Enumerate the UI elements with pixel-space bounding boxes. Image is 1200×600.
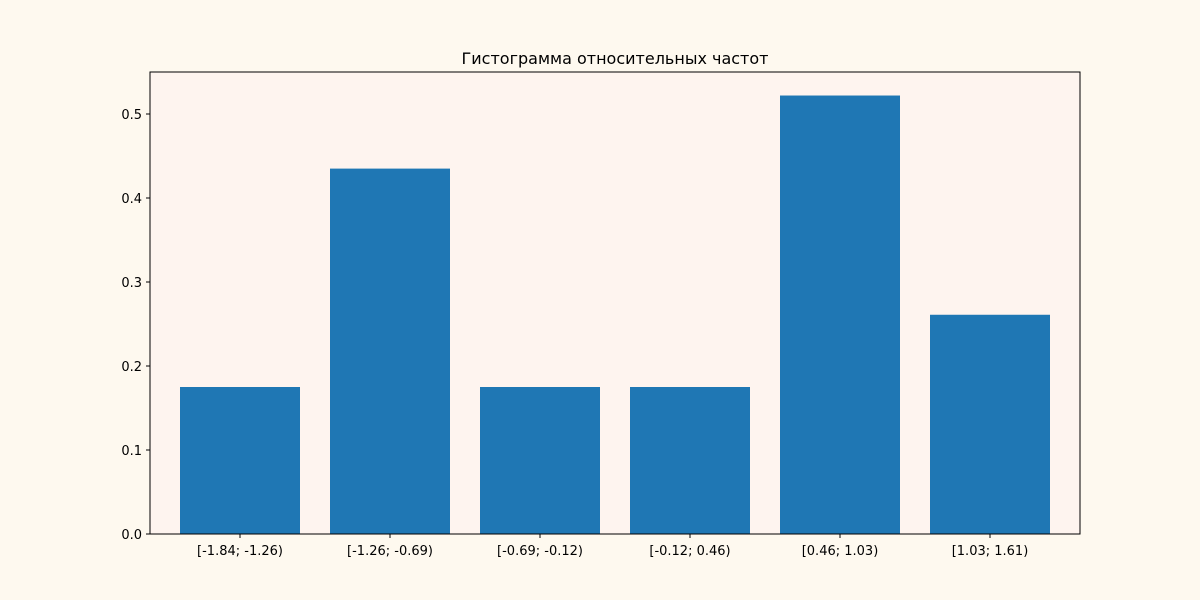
y-tick-label: 0.1 bbox=[121, 444, 142, 459]
x-tick-label: [-1.84; -1.26) bbox=[197, 544, 283, 559]
bar bbox=[330, 168, 450, 534]
bar bbox=[180, 387, 300, 534]
x-tick-label: [1.03; 1.61) bbox=[952, 544, 1029, 559]
plot-area bbox=[150, 72, 1080, 534]
y-tick-label: 0.5 bbox=[121, 108, 142, 123]
x-tick-label: [-1.26; -0.69) bbox=[347, 544, 433, 559]
y-tick-label: 0.2 bbox=[121, 360, 142, 375]
bar bbox=[480, 387, 600, 534]
y-tick-label: 0.3 bbox=[121, 276, 142, 291]
chart-title: Гистограмма относительных частот bbox=[462, 49, 769, 68]
x-axis-ticks: [-1.84; -1.26) [-1.26; -0.69) [-0.69; -0.1… bbox=[197, 534, 1028, 559]
y-tick-label: 0.4 bbox=[121, 192, 142, 207]
bar bbox=[780, 95, 900, 535]
x-tick-label: [-0.12; 0.46) bbox=[649, 544, 730, 559]
bars-group bbox=[180, 95, 1050, 535]
x-tick-label: [0.46; 1.03) bbox=[802, 544, 879, 559]
x-tick-label: [-0.69; -0.12) bbox=[497, 544, 583, 559]
bar bbox=[630, 387, 750, 534]
y-axis-ticks: 0.0 0.1 0.2 0.3 0.4 0.5 bbox=[121, 108, 150, 543]
y-tick-label: 0.0 bbox=[121, 528, 142, 543]
bar bbox=[930, 314, 1050, 534]
axes-frame bbox=[149, 71, 1081, 535]
